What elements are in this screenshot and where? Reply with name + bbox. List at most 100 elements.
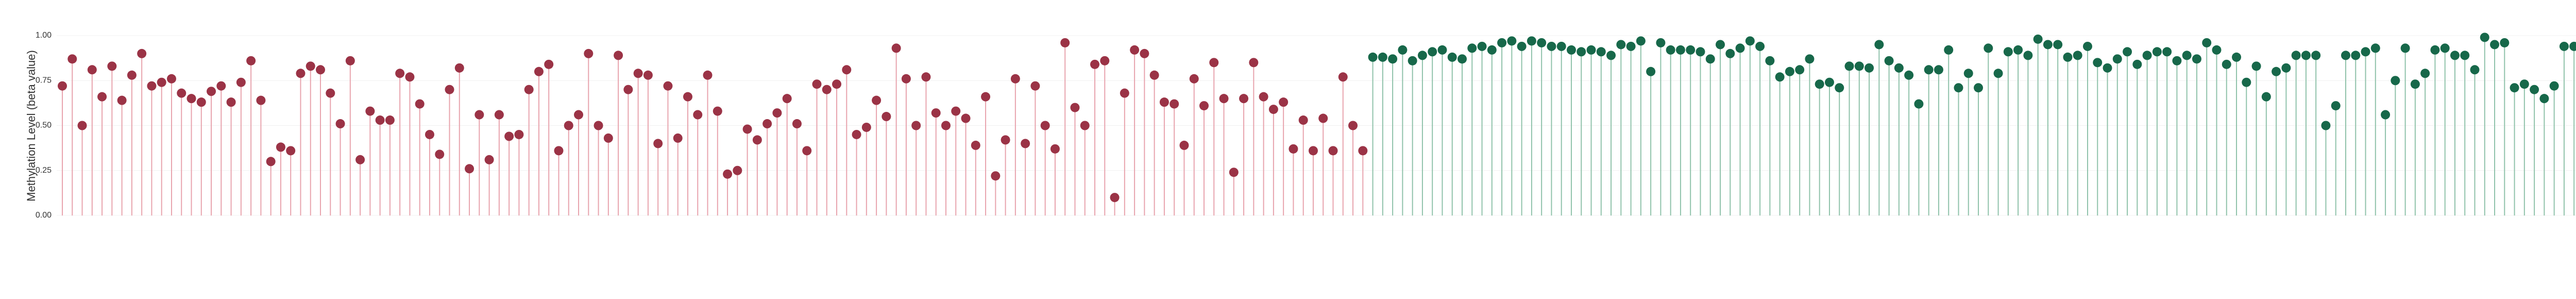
dot [2152, 47, 2162, 57]
dot [2033, 34, 2043, 44]
dot [1030, 81, 1040, 91]
dot [1268, 105, 1278, 114]
dot [1745, 36, 1755, 46]
dot [1924, 65, 1934, 75]
dot [1775, 72, 1785, 82]
dot [1100, 56, 1110, 65]
dot [723, 169, 733, 179]
dot [1705, 54, 1715, 64]
dot [1388, 54, 1398, 64]
dot [1060, 38, 1070, 47]
dot [1884, 56, 1894, 65]
dot [643, 70, 653, 80]
dot [534, 67, 544, 76]
dot [454, 63, 464, 73]
dot [1666, 45, 1675, 55]
dot [1835, 83, 1844, 93]
dot [1547, 41, 1556, 51]
dot [951, 106, 961, 116]
dot [504, 131, 514, 141]
dot [941, 121, 951, 130]
dot [1467, 43, 1477, 53]
dot [872, 95, 882, 105]
dot [445, 85, 454, 94]
dot [2400, 43, 2410, 53]
dot [1577, 47, 1586, 57]
dot [1398, 45, 1408, 55]
dot [246, 56, 256, 65]
dot [87, 65, 97, 75]
dot [1338, 72, 1348, 82]
dot [1010, 74, 1020, 84]
dot [2341, 51, 2350, 60]
dot [345, 56, 355, 65]
dot [2311, 51, 2321, 60]
dot [733, 165, 742, 175]
dot [2003, 47, 2013, 57]
dot [2490, 40, 2500, 49]
dot [1130, 45, 1140, 55]
dot [1259, 92, 1268, 102]
dot [1656, 38, 1666, 47]
dot [2480, 32, 2489, 42]
dot [1378, 52, 1387, 62]
dot [1735, 43, 1745, 53]
dot [2023, 51, 2033, 60]
dot [405, 72, 415, 82]
dot [1179, 140, 1189, 150]
dot [1527, 36, 1536, 46]
dot [921, 72, 931, 82]
dot [1586, 45, 1596, 55]
dot [2261, 92, 2271, 102]
dot [2162, 47, 2172, 57]
dot [1646, 67, 1656, 76]
dot [2232, 52, 2242, 62]
dot [1348, 121, 1358, 130]
dot [2391, 76, 2400, 86]
dot [822, 85, 832, 94]
dot [2351, 51, 2361, 60]
dot [1507, 36, 1517, 46]
dot [2361, 47, 2370, 57]
dot [1616, 40, 1626, 49]
dot [77, 121, 87, 130]
dot [673, 133, 683, 143]
dot [1417, 51, 1427, 60]
y-tick-label: 1.00 [36, 31, 52, 40]
dot [2381, 110, 2391, 120]
dot [792, 119, 802, 129]
dot [2093, 58, 2103, 68]
dot [1199, 101, 1209, 111]
y-tick-label: 0.00 [36, 211, 52, 220]
dot [1517, 41, 1527, 51]
dot [1140, 48, 1149, 58]
dot [1239, 94, 1249, 104]
dot [2073, 51, 2082, 60]
dot [1984, 43, 1993, 53]
dot [991, 171, 1001, 181]
dot [742, 124, 752, 134]
dot [1159, 97, 1169, 107]
dot [1080, 121, 1090, 130]
dot [1716, 40, 1725, 49]
dot [2112, 54, 2122, 64]
dot [335, 119, 345, 129]
dot [1408, 56, 1417, 65]
dot [772, 108, 782, 118]
dot [107, 61, 117, 71]
dot [1328, 146, 1338, 156]
dot [901, 74, 911, 84]
dot [2331, 101, 2341, 111]
dot [1785, 67, 1794, 76]
dot [623, 85, 633, 94]
dot [1914, 99, 1924, 109]
dot [832, 79, 842, 89]
dot [127, 70, 137, 80]
y-tick-label: 0.25 [36, 166, 52, 175]
dot [207, 87, 216, 96]
dot [2530, 85, 2539, 94]
dot [2043, 40, 2053, 49]
dot [365, 106, 375, 116]
dot [1824, 77, 1834, 87]
dot [147, 81, 157, 91]
